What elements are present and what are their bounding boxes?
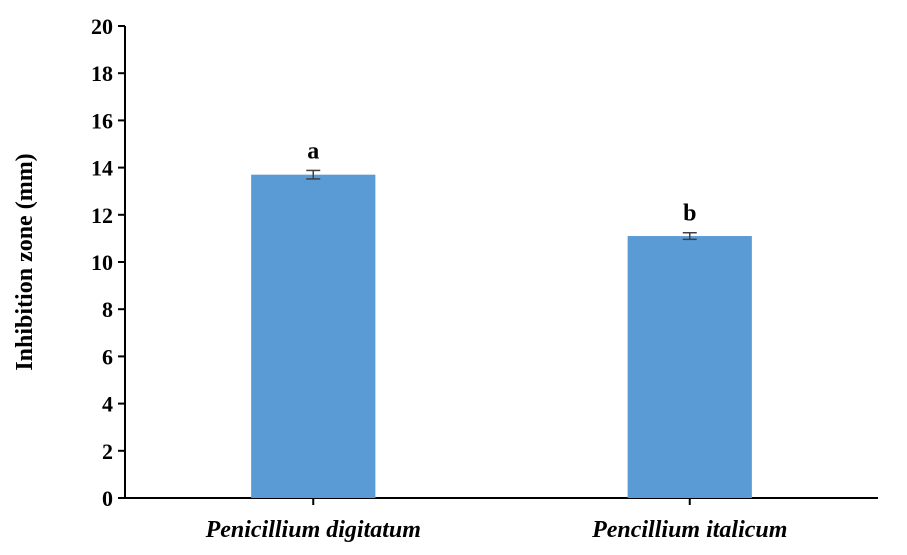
y-tick-label: 10 (91, 250, 113, 275)
y-tick-label: 2 (102, 439, 113, 464)
x-category-label: Penicillium digitatum (205, 517, 421, 543)
plot-area: 0 2 4 6 8 10 12 14 16 18 20 a Penicillium digitatum b… (91, 14, 878, 543)
significance-label: a (307, 138, 319, 164)
x-category-label: Pencillium italicum (591, 517, 787, 543)
y-tick-label: 18 (91, 61, 113, 86)
y-tick-label: 4 (102, 392, 113, 417)
y-tick-label: 6 (102, 344, 113, 369)
bar-2 (627, 236, 752, 499)
significance-label: b (683, 201, 696, 227)
y-tick-label: 8 (102, 297, 113, 322)
y-tick-label: 14 (91, 156, 113, 181)
y-tick-label: 12 (91, 203, 113, 228)
bar-1 (251, 174, 376, 498)
y-tick-label: 16 (91, 108, 113, 133)
y-axis-title: Inhibition zone (mm) (12, 153, 38, 370)
y-tick-label: 20 (91, 14, 113, 39)
y-tick-label: 0 (102, 486, 113, 511)
